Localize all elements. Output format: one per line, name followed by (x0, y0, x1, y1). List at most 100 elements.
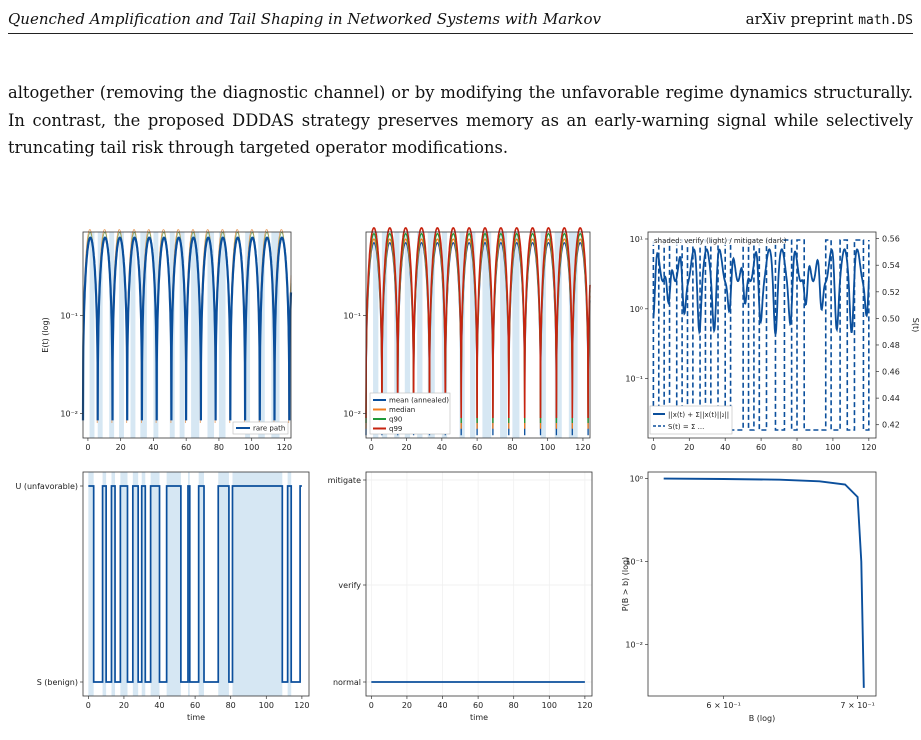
p4-shade-band (102, 472, 107, 696)
p2-shade-band (417, 232, 423, 438)
p5-xtick-label: 120 (577, 701, 592, 710)
p3-ytick-right-label: 0.42 (882, 421, 900, 430)
p5-xtick-label: 100 (542, 701, 557, 710)
p4-shade-band (141, 472, 146, 696)
p1-shade-band (258, 232, 265, 438)
p3-xtick-label: 0 (651, 443, 656, 452)
p3-legend-label-1: ||x(t) + Σ||x(t)||₂|| (668, 411, 729, 419)
p3-ytick-label: 10⁻¹ (625, 375, 643, 384)
p2-legend-label: q90 (389, 416, 402, 424)
p4-xtick-label: 0 (86, 701, 91, 710)
p2-ytick-label: 10⁻² (343, 409, 361, 418)
header-rule (8, 33, 913, 34)
p2-shade-band (381, 232, 388, 438)
p4-xtick-label: 60 (190, 701, 200, 710)
p1-xtick-label: 60 (181, 443, 191, 452)
p3-mitigate-dashed-line (652, 239, 870, 431)
p5-ytick-label: normal (333, 678, 361, 687)
p5-ytick-label: mitigate (328, 476, 361, 485)
p1-axes (82, 231, 292, 439)
p4-xtick-label: 120 (294, 701, 309, 710)
p1-shade-band (119, 232, 124, 438)
p4-xtick-label: 100 (259, 701, 274, 710)
p6-ytick-label: 10⁻² (625, 641, 643, 650)
p3-ytick-right-label: 0.54 (882, 261, 900, 270)
p2-shade-band (540, 232, 546, 438)
p1-shade-band (191, 232, 200, 438)
p1-xtick-label: 0 (85, 443, 90, 452)
p1-ytick-label: 10⁻¹ (60, 311, 78, 320)
p2-shade-band (512, 232, 520, 438)
p4-shade-band (120, 472, 128, 696)
p1-rare-path-line (81, 236, 293, 421)
arxiv-label: arXiv preprint math.DS (746, 10, 913, 28)
p2-shade-band (482, 232, 492, 438)
p3-legend-label-2: S(t) = Σ ... (668, 423, 704, 431)
p6-ytick-label: 10⁻¹ (625, 558, 643, 567)
p4-shade-band (132, 472, 139, 696)
p3-axes (647, 231, 877, 439)
p1-legend-box (232, 421, 289, 435)
p1-xtick-label: 20 (116, 443, 126, 452)
p2-shade-band (373, 232, 379, 438)
p4-shade-band (150, 472, 160, 696)
p6-xlabel: B (log) (749, 714, 775, 723)
p2-legend-label: mean (annealed) (389, 397, 449, 405)
p1-xtick-label: 120 (277, 443, 292, 452)
p1-xtick-label: 100 (244, 443, 259, 452)
p4-shade-band (88, 472, 94, 696)
p3-title-bg (652, 235, 782, 245)
p6-axes (647, 471, 877, 697)
p3-xtick-label: 100 (825, 443, 840, 452)
p1-shade-band (245, 232, 251, 438)
arxiv-category: math.DS (858, 13, 913, 28)
p3-annotation: shaded: verify (light) / mitigate (dark) (654, 237, 787, 245)
p2-shade-band (470, 232, 476, 438)
p2-xtick-label: 40 (437, 443, 447, 452)
p5-axes (365, 471, 593, 697)
p2-xtick-label: 20 (401, 443, 411, 452)
p4-ytick-label: U (unfavorable) (15, 482, 78, 491)
p5-xtick-label: 60 (473, 701, 483, 710)
p3-ytick-right-label: 0.52 (882, 288, 900, 297)
p4-xtick-label: 80 (226, 701, 236, 710)
p2-xtick-label: 100 (540, 443, 555, 452)
p4-ytick-label: S (benign) (37, 678, 78, 687)
p4-shade-band (218, 472, 229, 696)
p1-shade-band (97, 232, 103, 438)
p2-xtick-label: 80 (507, 443, 517, 452)
p2-ytick-label: 10⁻¹ (343, 311, 361, 320)
p5-xlabel: time (470, 713, 488, 722)
p4-axes (82, 471, 310, 697)
p2-shade-band (500, 232, 508, 438)
p3-ylabel-right: S(t) (911, 318, 920, 332)
arxiv-preprint-text: arXiv preprint (745, 10, 854, 28)
p2-xtick-label: 60 (472, 443, 482, 452)
p4-shade-band (187, 472, 190, 696)
p1-shade-band (179, 232, 185, 438)
p3-ytick-right-label: 0.50 (882, 314, 900, 323)
p3-ytick-right-label: 0.46 (882, 368, 900, 377)
p3-ytick-right-label: 0.56 (882, 235, 900, 244)
p2-legend-label: median (389, 406, 415, 414)
p6-ccdf-line (663, 477, 865, 688)
p1-xtick-label: 40 (148, 443, 158, 452)
p2-q99-line (365, 227, 591, 419)
p6-ylabel: P(B > b) (log) (621, 557, 630, 611)
p1-xtick-label: 80 (214, 443, 224, 452)
p6-xtick-label: 7 × 10⁻¹ (840, 701, 875, 710)
p3-ytick-label: 10⁰ (630, 305, 643, 314)
p4-shade-band (166, 472, 181, 696)
p5-ytick-label: verify (338, 581, 361, 590)
p3-S-line (652, 248, 870, 336)
p5-xtick-label: 20 (402, 701, 412, 710)
p4-regime-line (88, 485, 302, 683)
p2-shade-band (427, 232, 435, 438)
p1-ytick-label: 10⁻² (60, 409, 78, 418)
p4-shade-band (232, 472, 283, 696)
p2-shade-band (404, 232, 411, 438)
p5-xtick-label: 80 (509, 701, 519, 710)
p3-ytick-label: 10¹ (630, 235, 643, 244)
running-header: Quenched Amplification and Tail Shaping … (8, 10, 913, 32)
